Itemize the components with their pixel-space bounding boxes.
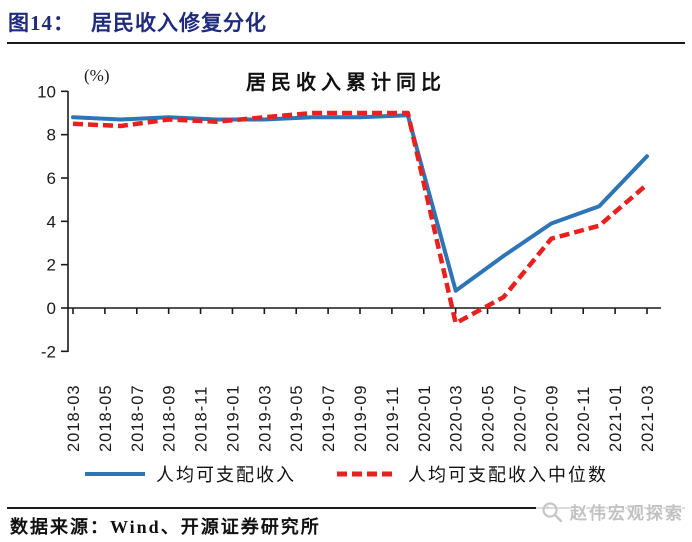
x-tick-label: 2020-07 xyxy=(511,384,529,452)
magnifier-icon xyxy=(542,501,563,522)
x-tick-label: 2021-01 xyxy=(607,384,625,452)
x-tick-label: 2019-07 xyxy=(320,384,338,452)
x-tick-label: 2018-07 xyxy=(129,384,147,452)
dashed-line-swatch-icon xyxy=(337,471,397,477)
x-tick-label: 2020-01 xyxy=(416,384,434,452)
watermark-text: 赵伟宏观探索 xyxy=(570,504,684,523)
legend-label-disposable-income: 人均可支配收入 xyxy=(156,465,296,485)
legend-label-median-income: 人均可支配收入中位数 xyxy=(408,465,608,485)
y-tick-label: 4 xyxy=(47,212,56,231)
income-chart-plot: 10 8 6 4 2 0 -2 2018-03 2018-05 2018-07 2018-09 201… xyxy=(37,82,661,452)
series-line-1 xyxy=(72,110,649,326)
x-tick-label: 2019-03 xyxy=(256,384,274,452)
x-tick-label: 2020-03 xyxy=(448,384,466,452)
x-tick-label: 2018-11 xyxy=(193,386,211,452)
data-source-text: 数据来源：Wind、开源证券研究所 xyxy=(10,517,321,537)
x-tick-label: 2019-01 xyxy=(224,384,242,452)
watermark: 赵伟宏观探索 xyxy=(536,497,688,526)
x-tick-label: 2019-09 xyxy=(352,384,370,452)
x-tick-label: 2020-11 xyxy=(575,386,593,452)
series-line-0 xyxy=(71,113,649,293)
x-tick-label: 2018-09 xyxy=(161,384,179,452)
solid-line-swatch-icon xyxy=(85,472,145,476)
x-tick-label: 2019-11 xyxy=(384,386,402,452)
x-tick-label: 2019-05 xyxy=(288,384,306,452)
y-tick-label: -2 xyxy=(41,342,56,361)
legend-item-disposable-income: 人均可支配收入 xyxy=(84,461,296,487)
y-tick-label: 8 xyxy=(47,126,56,145)
y-tick-label: 6 xyxy=(47,169,56,188)
figure-title-text: 居民收入修复分化 xyxy=(91,11,267,35)
legend-item-median-income: 人均可支配收入中位数 xyxy=(336,461,608,487)
x-tick-label: 2020-05 xyxy=(480,384,498,452)
figure-number: 图14： xyxy=(8,11,75,35)
x-tick-label: 2018-03 xyxy=(65,384,83,452)
x-tick-label: 2021-03 xyxy=(639,384,657,452)
footer-divider xyxy=(7,507,685,509)
y-tick-label: 2 xyxy=(47,256,56,275)
header-divider xyxy=(7,42,685,44)
chart-title: 居民收入累计同比 xyxy=(246,72,446,94)
x-tick-label: 2020-09 xyxy=(543,384,561,452)
y-axis-unit-label: (%) xyxy=(84,66,110,85)
figure-title: 图14： 居民收入修复分化 xyxy=(8,7,267,37)
x-tick-label: 2018-05 xyxy=(97,384,115,452)
y-tick-label: 0 xyxy=(47,299,56,318)
y-tick-label: 10 xyxy=(37,82,56,101)
chart-legend: 人均可支配收入 人均可支配收入中位数 xyxy=(0,461,692,487)
